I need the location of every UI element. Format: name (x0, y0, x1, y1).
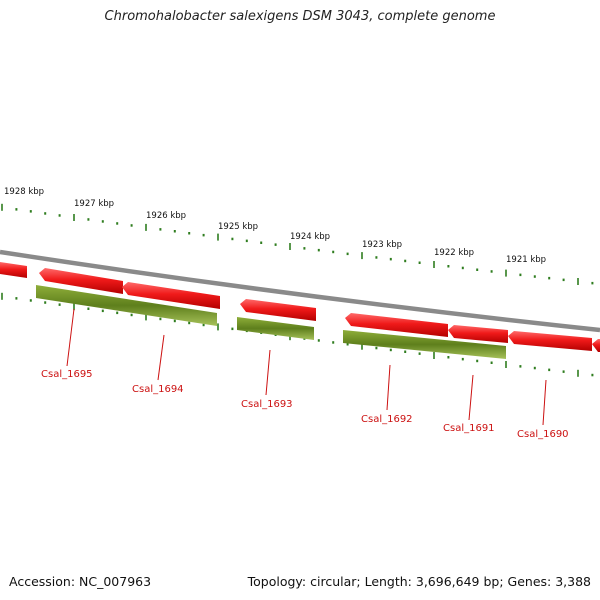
gene-leader-line (542, 379, 547, 426)
gene-arrow[interactable] (237, 317, 314, 340)
gene-leader-line (386, 364, 391, 411)
gene-arrow[interactable] (240, 299, 316, 321)
genome-backbone (0, 249, 600, 333)
gene-leader-line (265, 349, 271, 396)
map-title: Chromohalobacter salexigens DSM 3043, co… (104, 9, 496, 24)
gene-leader-line (468, 374, 474, 421)
kbp-label: 1928 kbp (4, 187, 44, 197)
gene-label[interactable]: Csal_1694 (132, 384, 184, 395)
outer-kbp-ruler (1, 203, 594, 285)
kbp-label: 1925 kbp (218, 222, 258, 232)
gene-arrow[interactable] (39, 268, 123, 294)
kbp-label: 1926 kbp (146, 211, 186, 221)
gene-label[interactable]: Csal_1690 (517, 429, 569, 440)
kbp-label: 1922 kbp (434, 248, 474, 258)
gene-leader-line (66, 308, 75, 367)
kbp-label: 1924 kbp (290, 232, 330, 242)
gene-leader-line (157, 334, 165, 381)
gene-arrow[interactable] (448, 325, 508, 343)
gene-label[interactable]: Csal_1692 (361, 414, 413, 425)
kbp-label: 1921 kbp (506, 255, 546, 265)
kbp-label: 1923 kbp (362, 240, 402, 250)
genome-summary-text: Topology: circular; Length: 3,696,649 bp… (247, 574, 591, 589)
gene-arrow[interactable] (345, 313, 448, 337)
accession-text: Accession: NC_007963 (9, 574, 152, 589)
gene-label[interactable]: Csal_1693 (241, 399, 293, 410)
kbp-label: 1927 kbp (74, 199, 114, 209)
gene-arrow[interactable] (508, 331, 592, 351)
gene-label[interactable]: Csal_1695 (41, 369, 93, 380)
gene-arrow[interactable] (343, 330, 506, 359)
gene-arrow[interactable] (122, 282, 220, 309)
gene-label[interactable]: Csal_1691 (443, 423, 495, 434)
gene-arrow[interactable] (0, 262, 27, 278)
gene-arrow[interactable] (592, 339, 600, 352)
gene-arrow[interactable] (36, 285, 217, 326)
